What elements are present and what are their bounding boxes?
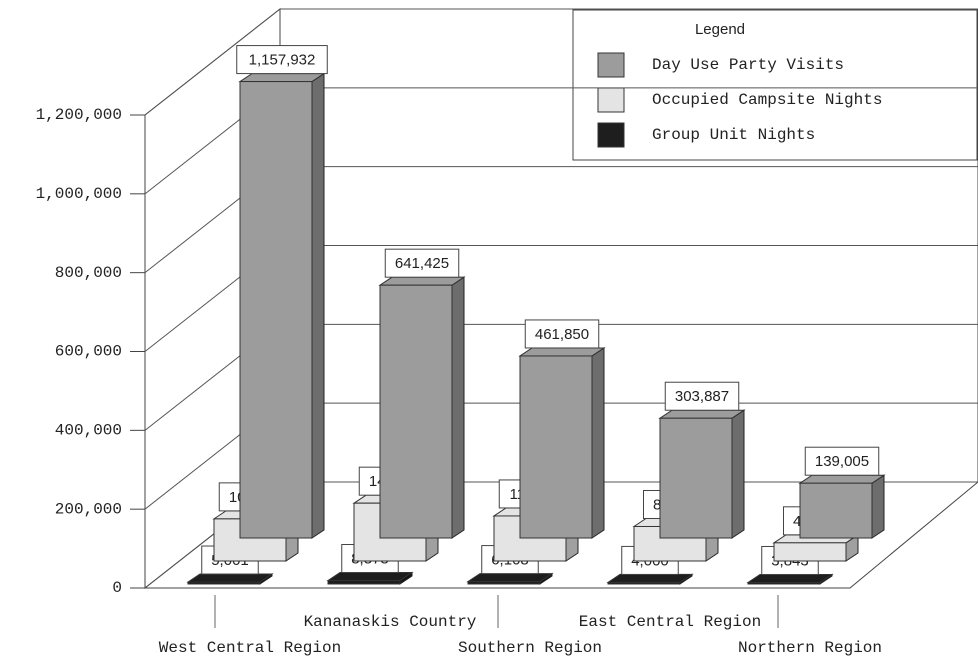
bar [379, 284, 453, 539]
legend-label: Occupied Campsite Nights [652, 91, 882, 109]
value-label-box [664, 381, 740, 411]
bar [659, 417, 733, 539]
bar-group [798, 474, 886, 539]
bar [187, 581, 261, 585]
y-tick-label: 0 [112, 579, 122, 597]
legend-label: Day Use Party Visits [652, 56, 844, 74]
legend-swatch [597, 122, 625, 148]
bar [747, 581, 821, 585]
bar-side [591, 347, 605, 539]
bar-group [518, 347, 606, 539]
y-tick-label: 200,000 [55, 500, 122, 518]
bar-group [746, 573, 834, 585]
bar-group [466, 572, 554, 585]
bar-side [311, 72, 325, 539]
bar-group [326, 571, 414, 585]
value-label: 303,887 [675, 388, 729, 405]
bar [239, 81, 313, 539]
y-tick-label: 600,000 [55, 343, 122, 361]
value-label-box [384, 248, 460, 278]
bar-group [606, 573, 694, 585]
bar-side [731, 409, 745, 539]
bar-top [238, 73, 326, 83]
bar-group [632, 517, 720, 562]
bar-top [658, 409, 746, 419]
legend-swatch [597, 52, 625, 78]
x-tick-label: West Central Region [159, 639, 341, 657]
grid-line [144, 8, 281, 116]
x-tick-label: Kananaskis Country [304, 613, 477, 631]
y-tick-label: 800,000 [55, 264, 122, 282]
x-tick-label: Northern Region [738, 639, 882, 657]
value-label: 1,157,932 [249, 52, 316, 69]
value-label-box [236, 45, 328, 75]
x-tick-label: Southern Region [458, 639, 602, 657]
bar-group [378, 276, 466, 539]
value-label: 461,850 [535, 326, 589, 343]
legend-title: Legend [695, 21, 745, 38]
bar [607, 581, 681, 585]
bar-side [451, 276, 465, 539]
bar-side [871, 474, 885, 539]
value-label: 139,005 [815, 453, 869, 470]
value-label: 641,425 [395, 255, 449, 272]
bar-group [186, 573, 274, 585]
bar-top [466, 573, 554, 583]
bar-top [798, 474, 886, 484]
y-tick-label: 1,200,000 [36, 106, 122, 124]
legend-box [572, 9, 978, 161]
legend-swatch [597, 87, 625, 113]
legend: Legend Day Use Party Visits Occupied Camp… [572, 9, 978, 161]
bar [799, 482, 873, 539]
bar-group [772, 533, 860, 562]
bar-top [186, 573, 274, 583]
y-tick-label: 400,000 [55, 422, 122, 440]
bar [773, 542, 847, 562]
bar [327, 580, 401, 585]
bar-top [378, 276, 466, 286]
x-tick-label: East Central Region [579, 613, 761, 631]
bar [467, 581, 541, 585]
bar-top [518, 347, 606, 357]
y-tick-label: 1,000,000 [36, 185, 122, 203]
value-label-box [804, 446, 880, 476]
legend-label: Group Unit Nights [652, 126, 815, 144]
bar-top [606, 573, 694, 583]
bar-top [326, 572, 414, 582]
bar-top [746, 573, 834, 583]
value-label-box [524, 319, 600, 349]
bar [519, 355, 593, 539]
bar-group [658, 409, 746, 539]
bar-group [238, 72, 326, 539]
